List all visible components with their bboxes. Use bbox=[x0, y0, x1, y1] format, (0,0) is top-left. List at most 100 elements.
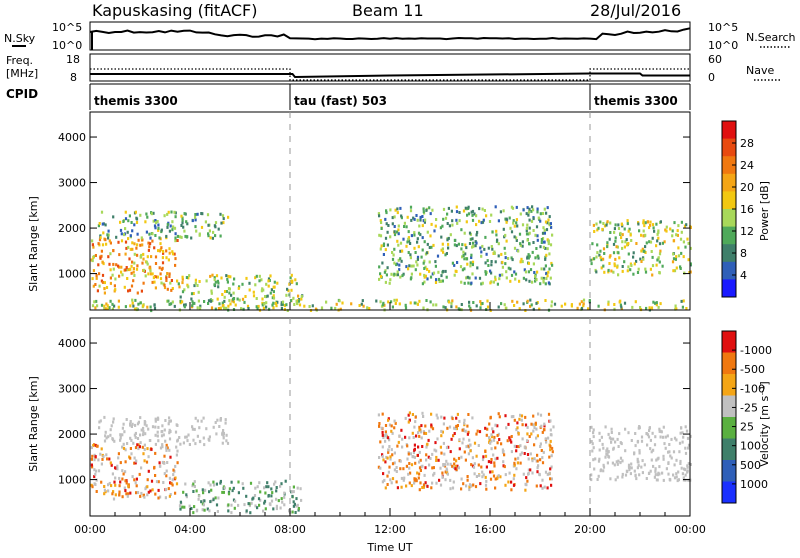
echo-cell bbox=[270, 487, 273, 491]
echo-cell bbox=[381, 454, 384, 458]
echo-cell bbox=[149, 489, 152, 493]
echo-cell bbox=[675, 438, 678, 442]
echo-cell bbox=[590, 425, 593, 429]
echo-cell bbox=[527, 213, 530, 217]
echo-cell bbox=[165, 256, 168, 260]
echo-cell bbox=[455, 244, 458, 248]
echo-cell bbox=[411, 431, 414, 435]
echo-cell bbox=[623, 301, 627, 305]
echo-cell bbox=[157, 223, 160, 227]
echo-cell bbox=[245, 494, 248, 498]
echo-cell bbox=[662, 478, 665, 482]
echo-cell bbox=[272, 290, 275, 294]
echo-cell bbox=[510, 205, 513, 209]
echo-cell bbox=[469, 306, 472, 310]
echo-cell bbox=[534, 279, 537, 283]
echo-cell bbox=[149, 236, 152, 240]
echo-cell bbox=[154, 234, 157, 237]
echo-cell bbox=[175, 482, 179, 486]
echo-cell bbox=[630, 466, 633, 470]
echo-cell bbox=[215, 432, 218, 436]
echo-cell bbox=[662, 454, 665, 458]
echo-cell bbox=[216, 418, 219, 422]
echo-cell bbox=[280, 307, 283, 310]
echo-cell bbox=[159, 272, 162, 276]
echo-cell bbox=[206, 213, 210, 217]
echo-cell bbox=[440, 434, 443, 438]
echo-cell bbox=[657, 305, 660, 309]
echo-cell bbox=[383, 270, 386, 274]
echo-cell bbox=[444, 216, 448, 220]
echo-cell bbox=[145, 230, 148, 234]
echo-cell bbox=[659, 249, 662, 253]
echo-cell bbox=[463, 257, 466, 261]
echo-cell bbox=[468, 304, 471, 308]
echo-cell bbox=[134, 481, 137, 485]
echo-cell bbox=[390, 448, 393, 452]
echo-cell bbox=[127, 245, 130, 249]
echo-cell bbox=[490, 260, 493, 263]
echo-cell bbox=[437, 458, 440, 462]
echo-cell bbox=[121, 426, 124, 430]
nsearch-tick-bottom: 10^0 bbox=[708, 39, 738, 52]
echo-cell bbox=[592, 431, 595, 435]
echo-cell bbox=[539, 442, 542, 446]
echo-cell bbox=[412, 216, 415, 220]
echo-cell bbox=[397, 258, 400, 262]
echo-cell bbox=[385, 273, 388, 277]
echo-cell bbox=[549, 428, 552, 432]
echo-cell bbox=[151, 488, 154, 492]
echo-cell bbox=[289, 299, 293, 303]
echo-cell bbox=[120, 265, 123, 269]
colorbar-swatch bbox=[722, 352, 736, 375]
echo-cell bbox=[440, 415, 443, 419]
echo-cell bbox=[193, 485, 196, 488]
echo-cell bbox=[219, 306, 222, 310]
echo-cell bbox=[144, 274, 147, 278]
echo-cell bbox=[498, 273, 501, 277]
echo-cell bbox=[416, 263, 419, 267]
echo-cell bbox=[182, 225, 185, 229]
echo-cell bbox=[267, 279, 270, 283]
echo-cell bbox=[100, 462, 103, 466]
echo-cell bbox=[100, 210, 104, 214]
echo-cell bbox=[387, 448, 390, 452]
echo-cell bbox=[263, 486, 266, 490]
echo-cell bbox=[410, 272, 413, 276]
echo-cell bbox=[397, 440, 400, 444]
echo-cell bbox=[521, 437, 524, 441]
echo-cell bbox=[154, 255, 158, 259]
echo-cell bbox=[119, 220, 122, 224]
echo-cell bbox=[516, 426, 519, 430]
echo-cell bbox=[616, 265, 619, 269]
echo-cell bbox=[334, 306, 337, 310]
echo-cell bbox=[474, 276, 477, 280]
echo-cell bbox=[432, 271, 436, 275]
echo-cell bbox=[489, 441, 492, 445]
echo-cell bbox=[159, 495, 162, 499]
echo-cell bbox=[161, 266, 164, 270]
echo-cell bbox=[689, 270, 692, 274]
echo-cell bbox=[91, 239, 94, 243]
echo-cell bbox=[261, 303, 264, 307]
echo-cell bbox=[442, 463, 445, 467]
echo-cell bbox=[423, 220, 426, 224]
echo-cell bbox=[375, 299, 378, 303]
echo-cell bbox=[491, 230, 494, 234]
echo-cell bbox=[550, 225, 553, 229]
echo-cell bbox=[258, 279, 261, 283]
echo-cell bbox=[409, 277, 412, 281]
echo-cell bbox=[186, 222, 189, 226]
echo-cell bbox=[524, 270, 528, 274]
echo-cell bbox=[280, 497, 283, 501]
echo-cell bbox=[413, 479, 416, 483]
echo-cell bbox=[470, 256, 473, 259]
echo-cell bbox=[614, 223, 617, 227]
echo-cell bbox=[265, 282, 268, 286]
echo-cell bbox=[113, 284, 116, 288]
echo-cell bbox=[283, 495, 286, 499]
echo-cell bbox=[192, 438, 195, 442]
echo-cell bbox=[635, 242, 638, 245]
echo-cell bbox=[532, 262, 535, 266]
echo-cell bbox=[472, 301, 475, 304]
